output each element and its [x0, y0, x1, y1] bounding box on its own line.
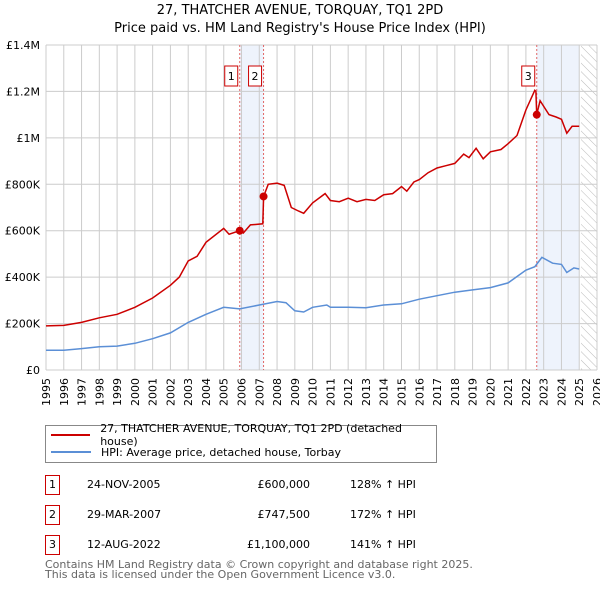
- forecast-hatch: [581, 45, 597, 370]
- legend-swatch: [51, 434, 91, 436]
- x-tick-label: 2015: [395, 378, 408, 406]
- sale-marker-box: [248, 65, 263, 87]
- x-tick-label: 2006: [236, 378, 249, 406]
- x-tick-label: 2007: [253, 378, 266, 406]
- x-tick-label: 2026: [591, 378, 600, 406]
- sale-marker: 1: [45, 475, 60, 495]
- sale-date: 24-NOV-2005: [87, 478, 161, 491]
- sale-price: £1,100,000: [247, 538, 310, 551]
- y-tick-label: £800K: [5, 178, 41, 191]
- x-tick-label: 2004: [200, 378, 213, 406]
- footer: Contains HM Land Registry data © Crown c…: [45, 558, 473, 581]
- x-tick-label: 2009: [289, 378, 302, 406]
- x-tick-label: 2000: [129, 378, 142, 406]
- sale-date: 29-MAR-2007: [87, 508, 162, 521]
- y-tick-label: £1M: [17, 132, 41, 145]
- sale-hpi: 141% ↑ HPI: [350, 538, 416, 551]
- sale-marker: 3: [45, 535, 60, 555]
- chart-title: 27, THATCHER AVENUE, TORQUAY, TQ1 2PD: [156, 3, 444, 18]
- x-tick-label: 2024: [555, 378, 568, 406]
- series-line: [45, 89, 580, 327]
- x-tick-label: 2008: [271, 378, 284, 406]
- sale-row: 3 12-AUG-2022 £1,100,000 141% ↑ HPI: [45, 535, 445, 555]
- legend-label: 27, THATCHER AVENUE, TORQUAY, TQ1 2PD (d…: [100, 422, 402, 448]
- x-tick-label: 2012: [342, 378, 355, 406]
- x-tick-label: 2014: [378, 378, 391, 406]
- sale-row: 2 29-MAR-2007 £747,500 172% ↑ HPI: [45, 505, 445, 525]
- x-tick-label: 2023: [538, 378, 551, 406]
- x-tick-label: 2003: [182, 378, 195, 406]
- sale-price: £600,000: [257, 478, 311, 491]
- legend: 27, THATCHER AVENUE, TORQUAY, TQ1 2PD (d…: [45, 422, 437, 463]
- y-tick-label: £400K: [5, 271, 41, 284]
- y-tick-label: £200K: [5, 318, 41, 331]
- x-tick-label: 2011: [324, 378, 337, 406]
- x-tick-label: 1996: [58, 378, 71, 406]
- legend-swatch: [51, 451, 91, 453]
- legend-item-property: 27, THATCHER AVENUE, TORQUAY, TQ1 2PD (d…: [51, 422, 436, 448]
- sale-hpi: 172% ↑ HPI: [350, 508, 416, 521]
- y-tick-label: £600K: [5, 225, 41, 238]
- legend-label: HPI: Average price, detached house, Torb…: [101, 445, 341, 459]
- sale-point: [235, 226, 244, 235]
- x-tick-label: 1997: [76, 378, 89, 406]
- footer-line: This data is licensed under the Open Gov…: [45, 568, 396, 581]
- x-tick-label: 2025: [573, 378, 586, 406]
- x-tick-label: 2019: [467, 378, 480, 406]
- price-chart: 1995 1996 1997 1998 1999 2000 2001 2002 2003 2004…: [5, 39, 600, 406]
- chart-subtitle: Price paid vs. HM Land Registry's House …: [114, 21, 486, 36]
- sale-hpi: 128% ↑ HPI: [350, 478, 416, 491]
- sale-marker-box: [521, 65, 536, 87]
- x-tick-label: 1998: [93, 378, 106, 406]
- x-tick-label: 2013: [360, 378, 373, 406]
- x-tick-label: 2017: [431, 378, 444, 406]
- sale-marker-label: 2: [252, 70, 259, 83]
- x-tick-label: 2001: [147, 378, 160, 406]
- x-tick-label: 2020: [484, 378, 497, 406]
- x-tick-label: 2005: [218, 378, 231, 406]
- sale-marker-label: 3: [525, 70, 532, 83]
- legend-item-hpi: HPI: Average price, detached house, Torb…: [51, 444, 341, 460]
- y-tick-label: £1.4M: [6, 39, 40, 52]
- x-tick-label: 2016: [413, 378, 426, 406]
- x-tick-label: 2022: [520, 378, 533, 406]
- x-tick-label: 1999: [111, 378, 124, 406]
- x-tick-label: 2018: [449, 378, 462, 406]
- shaded-period: [536, 45, 580, 370]
- sale-marker-label: 1: [228, 70, 235, 83]
- x-tick-label: 1995: [40, 378, 53, 406]
- sale-marker: 2: [45, 505, 60, 525]
- sale-row: 1 24-NOV-2005 £600,000 128% ↑ HPI: [45, 475, 445, 495]
- sale-date: 12-AUG-2022: [87, 538, 161, 551]
- sale-point: [532, 110, 541, 119]
- sale-point: [259, 192, 268, 201]
- shaded-period: [239, 45, 264, 370]
- y-tick-label: £0: [26, 364, 40, 377]
- x-tick-label: 2021: [502, 378, 515, 406]
- x-tick-label: 2010: [307, 378, 320, 406]
- y-tick-label: £1.2M: [6, 85, 40, 98]
- series-line: [46, 256, 580, 352]
- sale-price: £747,500: [257, 508, 311, 521]
- x-tick-label: 2002: [164, 378, 177, 406]
- sale-marker-box: [224, 65, 239, 87]
- footer-line: Contains HM Land Registry data © Crown c…: [45, 558, 473, 571]
